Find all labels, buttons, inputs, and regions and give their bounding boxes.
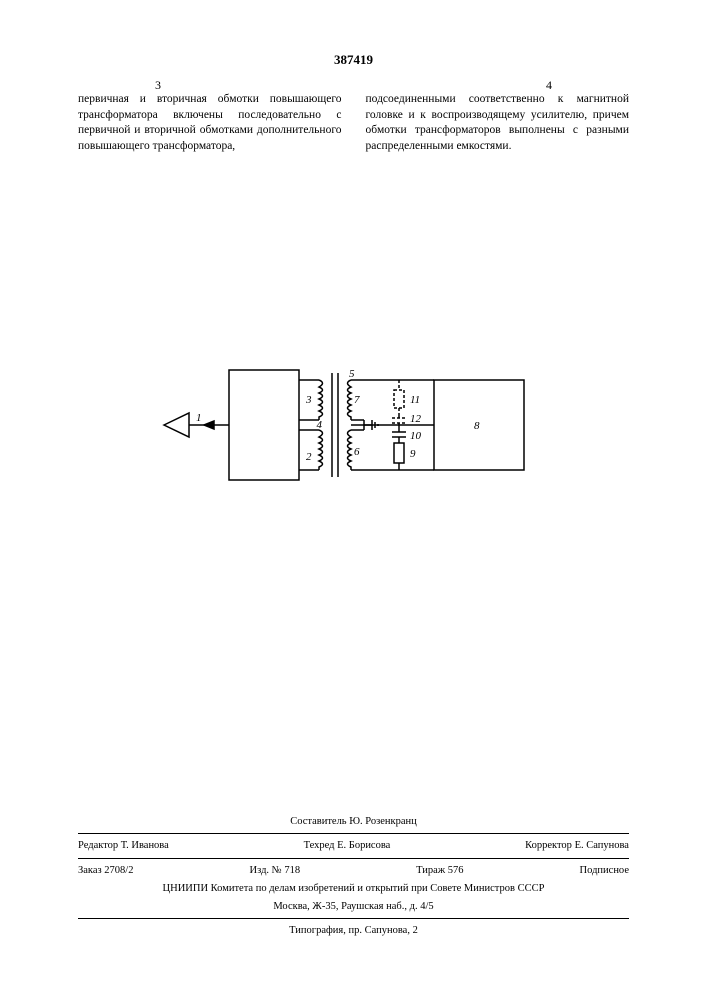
left-column-text: первичная и вторичная обмотки повышающег… (78, 92, 342, 154)
diagram-label-6: 6 (354, 446, 360, 458)
diagram-label-1: 1 (196, 412, 202, 424)
diagram-label-7: 7 (354, 394, 360, 406)
techred-label: Техред (304, 840, 335, 851)
diagram-label-4: 4 (316, 419, 322, 431)
document-number: 387419 (334, 52, 373, 68)
diagram-label-2: 2 (306, 451, 312, 463)
diagram-label-5: 5 (349, 368, 355, 380)
address-line: Москва, Ж-35, Раушская наб., д. 4/5 (78, 898, 629, 916)
diagram-label-12: 12 (410, 413, 422, 425)
izd-number: Изд. № 718 (250, 863, 301, 879)
corrector-name: Е. Сапунова (575, 840, 629, 851)
column-number-right: 4 (546, 78, 552, 93)
diagram-label-3: 3 (305, 394, 312, 406)
corrector-label: Корректор (525, 840, 572, 851)
typography-line: Типография, пр. Сапунова, 2 (78, 922, 629, 940)
diagram-label-10: 10 (410, 430, 422, 442)
publication-footer: Составитель Ю. Розенкранц Редактор Т. Ив… (78, 813, 629, 941)
diagram-label-9: 9 (410, 448, 416, 460)
techred-name: Е. Борисова (337, 840, 390, 851)
editor-label: Редактор (78, 840, 118, 851)
composer-label: Составитель (290, 816, 346, 827)
org-line: ЦНИИПИ Комитета по делам изобретений и о… (78, 880, 629, 898)
composer-name: Ю. Розенкранц (349, 816, 417, 827)
diagram-label-11: 11 (410, 394, 420, 406)
column-number-left: 3 (155, 78, 161, 93)
editor-name: Т. Иванова (121, 840, 169, 851)
body-text-columns: первичная и вторичная обмотки повышающег… (78, 92, 629, 154)
tirazh: Тираж 576 (416, 863, 463, 879)
right-column-text: подсоединенными соответственно к магнитн… (366, 92, 630, 154)
order-number: Заказ 2708/2 (78, 863, 133, 879)
circuit-diagram: 1 2 3 4 5 6 7 8 9 10 11 12 (154, 325, 554, 525)
podpisnoe: Подписное (580, 863, 629, 879)
diagram-label-8: 8 (474, 420, 480, 432)
